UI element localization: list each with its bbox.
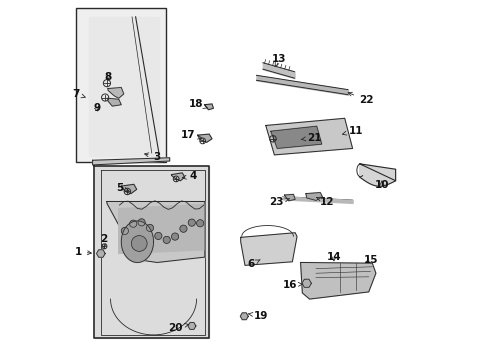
Polygon shape: [122, 221, 153, 262]
Circle shape: [147, 224, 153, 231]
Polygon shape: [108, 98, 122, 106]
Text: 11: 11: [343, 126, 364, 135]
Circle shape: [196, 220, 204, 227]
Circle shape: [180, 225, 187, 232]
Text: 14: 14: [327, 252, 341, 262]
Circle shape: [122, 227, 128, 234]
Text: 16: 16: [283, 280, 303, 290]
Text: 1: 1: [74, 247, 92, 257]
Polygon shape: [302, 279, 311, 287]
Text: 23: 23: [269, 197, 289, 207]
Polygon shape: [360, 164, 395, 186]
Polygon shape: [93, 158, 170, 165]
Text: 20: 20: [168, 323, 189, 333]
Text: 17: 17: [181, 130, 202, 140]
Polygon shape: [122, 184, 137, 194]
Polygon shape: [300, 262, 376, 299]
Circle shape: [131, 235, 147, 251]
Text: 6: 6: [247, 259, 260, 269]
Text: 22: 22: [348, 92, 373, 105]
Polygon shape: [188, 323, 196, 329]
Polygon shape: [95, 166, 209, 338]
Polygon shape: [241, 233, 297, 265]
Text: 10: 10: [375, 180, 389, 190]
Text: 8: 8: [104, 72, 112, 82]
Polygon shape: [306, 193, 322, 201]
Bar: [76, 8, 166, 162]
Circle shape: [172, 233, 179, 240]
Polygon shape: [271, 126, 322, 148]
Polygon shape: [89, 17, 159, 156]
Text: 9: 9: [94, 103, 101, 113]
Polygon shape: [172, 173, 185, 181]
Text: 12: 12: [317, 197, 334, 207]
Polygon shape: [285, 194, 295, 201]
Text: 5: 5: [116, 183, 129, 193]
Text: 2: 2: [100, 234, 107, 248]
Polygon shape: [266, 118, 353, 155]
Text: 13: 13: [272, 54, 286, 67]
Text: 18: 18: [189, 99, 207, 109]
Polygon shape: [108, 87, 124, 98]
Text: 21: 21: [301, 133, 321, 143]
Text: 3: 3: [145, 152, 161, 162]
Text: 4: 4: [182, 171, 197, 181]
Circle shape: [155, 232, 162, 239]
Polygon shape: [119, 204, 204, 253]
Polygon shape: [107, 202, 205, 262]
Text: 15: 15: [364, 255, 379, 265]
Circle shape: [130, 220, 137, 227]
Text: 19: 19: [248, 311, 269, 320]
Circle shape: [163, 236, 171, 243]
Circle shape: [138, 219, 145, 226]
Polygon shape: [205, 104, 214, 110]
Polygon shape: [97, 250, 105, 257]
Circle shape: [188, 219, 196, 226]
Polygon shape: [240, 313, 248, 320]
Polygon shape: [197, 134, 212, 142]
Text: 7: 7: [72, 89, 85, 99]
